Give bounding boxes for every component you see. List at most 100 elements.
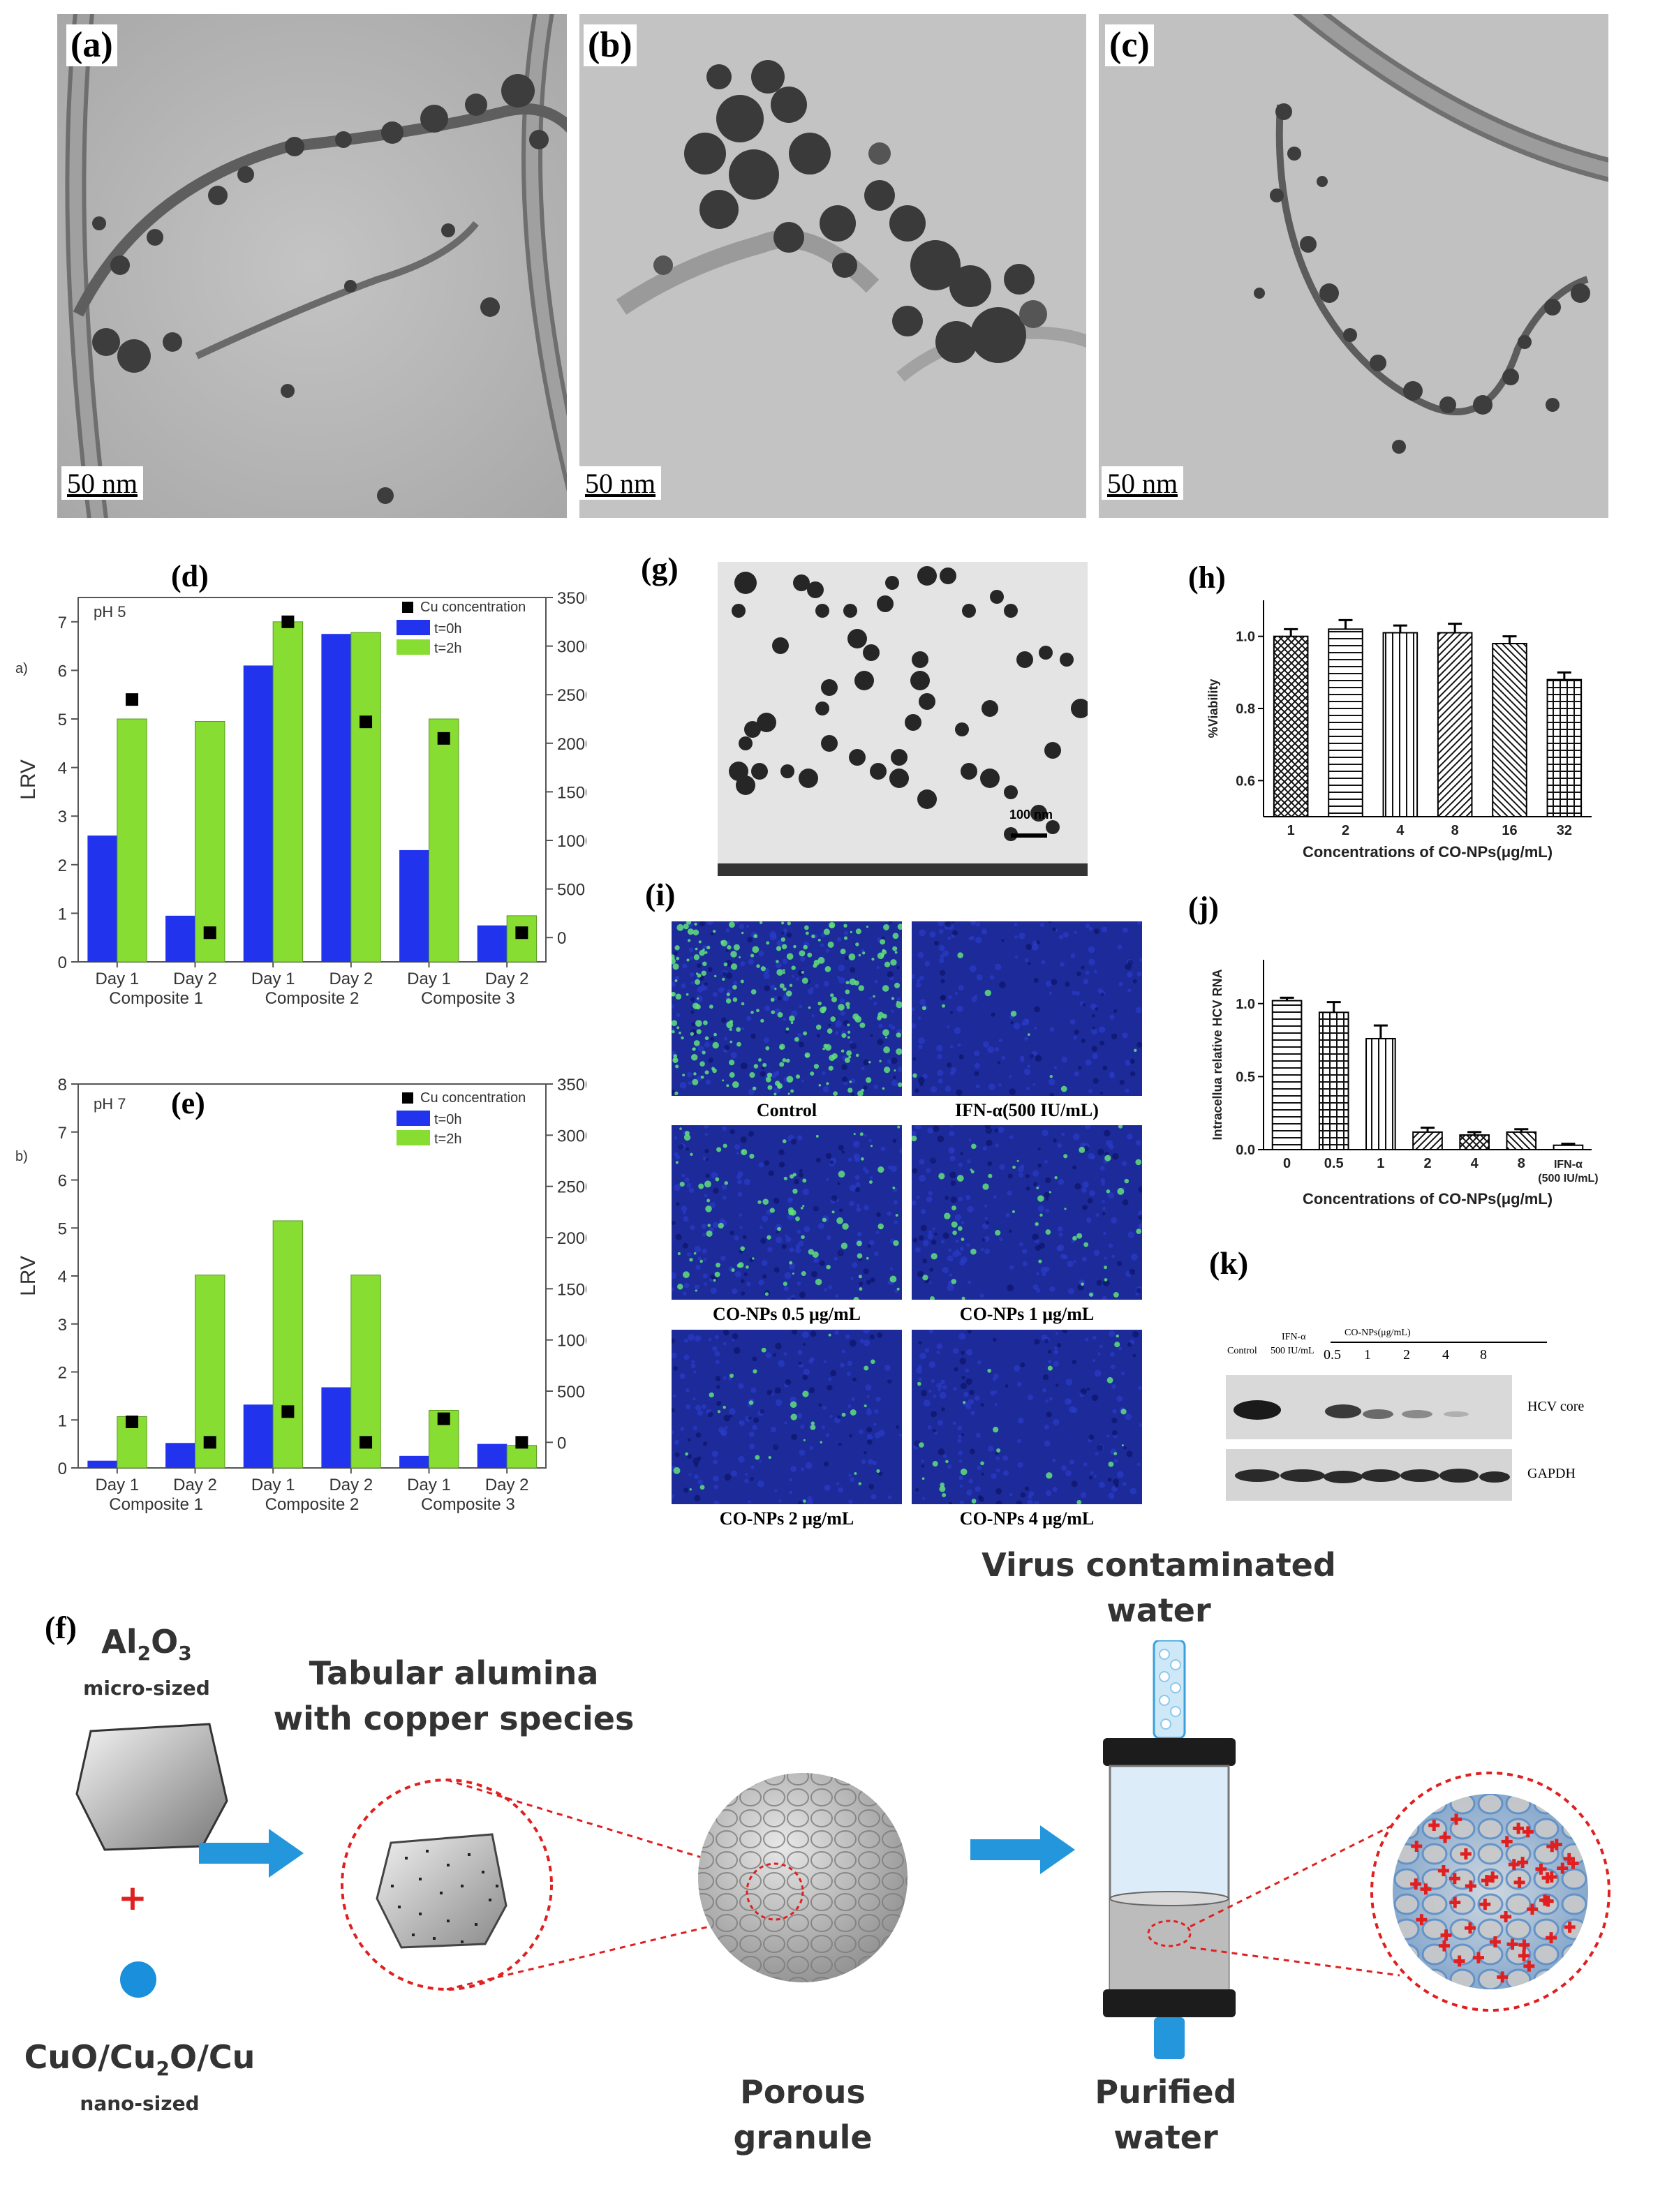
j-ytick-label: 1.0 xyxy=(1236,997,1255,1012)
dark-dot xyxy=(775,1342,782,1350)
dark-dot xyxy=(863,1059,870,1066)
nucleus-dot xyxy=(1007,1190,1012,1196)
nucleus-dot xyxy=(789,1263,796,1270)
copper-site-plus xyxy=(1522,1826,1534,1838)
cuo-part1: CuO/Cu xyxy=(24,2038,156,2076)
dark-dot xyxy=(984,1125,991,1129)
porous-granule xyxy=(698,1773,908,1982)
nucleus-dot xyxy=(695,1335,702,1342)
nucleus-dot xyxy=(969,965,977,972)
nucleus-dot xyxy=(1021,1164,1025,1168)
infected-cell-dot xyxy=(771,1010,776,1014)
nucleus-dot xyxy=(1069,1459,1075,1465)
nucleus-dot xyxy=(720,1431,727,1437)
infected-cell-dot xyxy=(696,1029,702,1034)
infected-cell-dot xyxy=(694,979,700,985)
nucleus-dot xyxy=(822,1071,826,1076)
nucleus-dot xyxy=(725,1426,728,1430)
dark-dot xyxy=(682,1242,688,1249)
nucleus-dot xyxy=(928,1230,933,1235)
nucleus-dot xyxy=(704,1282,708,1286)
nucleus-dot xyxy=(728,1408,736,1415)
nucleus-dot xyxy=(1019,1172,1023,1178)
dark-dot xyxy=(1020,1492,1026,1498)
nucleus-dot xyxy=(720,1255,726,1261)
infected-cell-dot xyxy=(769,1208,775,1213)
infected-cell-dot xyxy=(795,1074,801,1079)
nucleus-dot xyxy=(743,1178,751,1185)
nucleus-dot xyxy=(704,1125,709,1129)
nucleus-dot xyxy=(957,1043,961,1047)
infected-cell-dot xyxy=(707,1224,711,1227)
h-bar xyxy=(1437,632,1473,817)
dark-dot xyxy=(1032,1233,1039,1241)
nucleus-dot xyxy=(838,977,845,984)
infected-cell-dot xyxy=(783,969,785,972)
nucleus-dot xyxy=(957,1425,963,1431)
dark-dot xyxy=(1111,1430,1118,1436)
nucleus-dot xyxy=(959,1246,965,1252)
infected-cell-dot xyxy=(779,983,785,988)
h-xtick-label: 4 xyxy=(1396,823,1405,838)
infected-cell-dot xyxy=(692,1078,699,1085)
infected-cell-dot xyxy=(1045,1229,1051,1235)
e-bar-t0h xyxy=(87,1460,117,1468)
nucleus-dot xyxy=(784,1421,787,1425)
nucleus-dot xyxy=(702,1273,708,1279)
e-xtick-label: Day 2 xyxy=(173,1476,217,1494)
nucleus-dot xyxy=(852,1141,860,1148)
nucleus-dot xyxy=(939,1392,947,1399)
fluorescence-canvas xyxy=(672,1125,902,1300)
nucleus-dot xyxy=(1073,1260,1076,1263)
nucleus-dot xyxy=(938,921,945,927)
dark-dot xyxy=(945,921,951,928)
dark-dot xyxy=(986,1139,993,1147)
infected-cell-dot xyxy=(841,1033,847,1039)
nucleus-dot xyxy=(991,1473,997,1480)
nucleus-dot xyxy=(864,1205,869,1211)
infected-cell-dot xyxy=(852,1013,859,1020)
dark-dot xyxy=(1020,1362,1025,1367)
infected-cell-dot xyxy=(687,928,695,935)
blot-label-gapdh: GAPDH xyxy=(1527,1466,1576,1481)
nucleus-dot xyxy=(955,1249,959,1253)
nucleus-dot xyxy=(838,964,845,972)
nucleus-dot xyxy=(687,1252,692,1257)
nucleus-dot xyxy=(782,958,788,965)
nucleus-dot xyxy=(1091,1028,1098,1034)
nucleus-dot xyxy=(1067,1261,1074,1268)
nucleus-dot xyxy=(744,1478,749,1483)
dark-dot xyxy=(1129,1268,1136,1275)
nucleus-dot xyxy=(810,986,814,990)
dark-dot xyxy=(868,1483,875,1490)
nucleus-dot xyxy=(1046,1490,1052,1497)
nucleus-dot xyxy=(936,1343,942,1349)
infected-cell-dot xyxy=(801,977,808,984)
dark-dot xyxy=(1034,1006,1040,1013)
nucleus-dot xyxy=(1049,1286,1055,1292)
infected-cell-dot xyxy=(706,945,711,950)
dark-dot xyxy=(918,1340,922,1345)
e-plot-frame xyxy=(77,1083,547,1469)
nucleus-dot xyxy=(987,1046,995,1053)
infected-cell-dot xyxy=(752,1086,757,1091)
nucleus-dot xyxy=(790,1396,797,1403)
infected-cell-dot xyxy=(706,1230,713,1237)
infected-cell-dot xyxy=(709,1004,713,1009)
e-legend-t2h-label: t=2h xyxy=(434,1131,461,1147)
infected-cell-dot xyxy=(857,1240,862,1247)
dark-dot xyxy=(869,1334,875,1340)
nucleus-dot xyxy=(942,1266,949,1274)
infected-cell-dot xyxy=(703,1020,708,1025)
nucleus-dot xyxy=(776,962,782,969)
infected-cell-dot xyxy=(1012,1210,1016,1213)
nucleus-dot xyxy=(1111,1383,1116,1389)
dark-dot xyxy=(949,1011,954,1014)
nucleus-dot xyxy=(1009,1135,1014,1140)
nucleus-dot xyxy=(974,1050,980,1057)
j-xtick-label: 1 xyxy=(1377,1156,1384,1171)
d-y2tick-label: 1500 xyxy=(557,783,586,802)
dark-dot xyxy=(1111,1152,1119,1160)
nucleus-dot xyxy=(709,1202,716,1208)
nucleus-dot xyxy=(957,1439,962,1443)
